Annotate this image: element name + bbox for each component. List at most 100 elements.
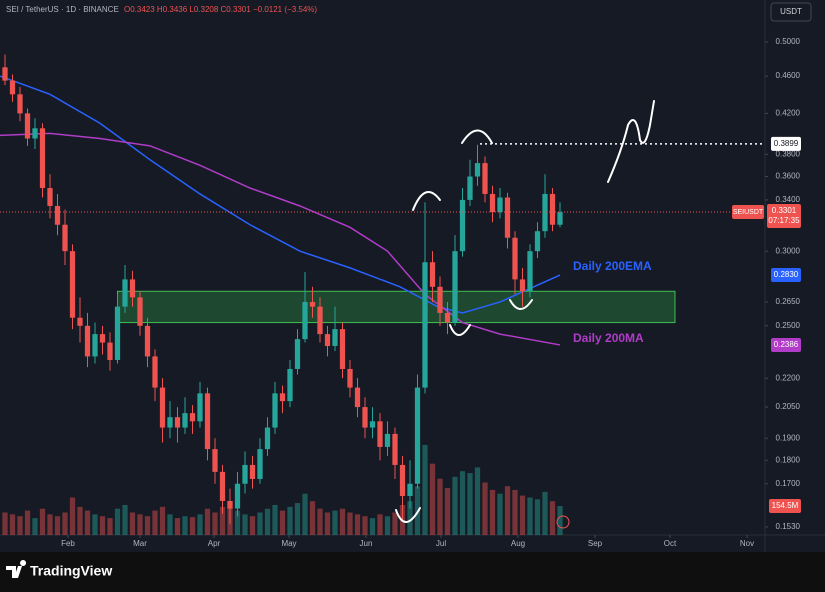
volume-bar bbox=[392, 512, 398, 535]
brand-name: TradingView bbox=[30, 563, 112, 579]
symbol-header: SEI / TetherUS · 1D · BINANCE bbox=[6, 5, 119, 14]
currency-button[interactable] bbox=[770, 2, 812, 22]
x-tick-label: Aug bbox=[511, 539, 525, 548]
candle-body bbox=[302, 301, 308, 340]
hand-projection bbox=[607, 100, 655, 183]
volume-bar bbox=[129, 512, 136, 535]
alert-icon[interactable] bbox=[556, 515, 570, 529]
candle-body bbox=[182, 413, 188, 428]
support-zone bbox=[117, 290, 676, 324]
volume-bar bbox=[219, 506, 226, 535]
candle-body bbox=[437, 286, 443, 313]
x-tick-label: Nov bbox=[740, 539, 754, 548]
volume-bar bbox=[294, 503, 301, 535]
volume-bar bbox=[279, 510, 286, 535]
candle-body bbox=[482, 163, 488, 194]
hand-arc bbox=[412, 191, 441, 211]
volume-bar bbox=[474, 467, 481, 535]
candle-body bbox=[467, 176, 473, 200]
volume-bar bbox=[384, 516, 391, 535]
x-tick-label: Sep bbox=[588, 539, 603, 548]
ohlc-header: O0.3423 H0.3436 L0.3208 C0.3301 −0.0121 … bbox=[124, 5, 317, 14]
volume-bar bbox=[482, 482, 488, 535]
candle-body bbox=[2, 67, 8, 81]
x-tick-label: Feb bbox=[61, 539, 75, 548]
volume-bar bbox=[354, 514, 361, 535]
brand-logo bbox=[6, 560, 27, 578]
candle-body bbox=[159, 387, 166, 428]
y-tick-label: 0.3000 bbox=[776, 246, 801, 255]
volume-bar bbox=[189, 517, 196, 535]
candle-body bbox=[332, 329, 338, 346]
candle-body bbox=[272, 393, 278, 428]
volume-bar bbox=[407, 501, 413, 535]
volume-bar bbox=[452, 476, 458, 535]
volume-bar bbox=[369, 518, 376, 535]
candle-body bbox=[279, 393, 286, 402]
candle-body bbox=[339, 329, 346, 369]
y-tick-label: 0.1530 bbox=[776, 522, 801, 531]
candle-body bbox=[542, 193, 548, 232]
candle-body bbox=[99, 334, 106, 343]
y-tick-label: 0.1800 bbox=[776, 455, 801, 464]
line-value-label: 0.2386 bbox=[774, 340, 799, 349]
volume-bar bbox=[437, 478, 443, 535]
volume-bar bbox=[17, 516, 23, 535]
candle-body bbox=[527, 251, 533, 292]
candle-body bbox=[452, 251, 458, 323]
candle-body bbox=[167, 417, 173, 428]
candle-body bbox=[384, 433, 391, 447]
candle-body bbox=[32, 128, 38, 139]
volume-bar bbox=[317, 508, 323, 535]
x-tick-label: Apr bbox=[208, 539, 221, 548]
volume-bar bbox=[242, 514, 248, 535]
y-tick-label: 0.4200 bbox=[776, 108, 801, 117]
line-value-badge bbox=[771, 268, 801, 283]
countdown-label: 07:17:35 bbox=[768, 216, 800, 225]
volume-bar bbox=[204, 508, 211, 535]
candle-body bbox=[152, 356, 158, 388]
x-tick-label: Mar bbox=[133, 539, 147, 548]
candle-body bbox=[17, 94, 23, 114]
volume-bar bbox=[332, 510, 338, 535]
y-tick-label: 0.2050 bbox=[776, 402, 801, 411]
volume-bar bbox=[459, 471, 466, 535]
price-badge-label: 0.3899 bbox=[774, 139, 799, 148]
volume-bar bbox=[197, 514, 203, 535]
candle-body bbox=[309, 301, 316, 307]
candle-body bbox=[392, 433, 398, 465]
candle-body bbox=[137, 297, 143, 326]
volume-bar bbox=[212, 512, 218, 535]
candle-body bbox=[347, 368, 353, 388]
candle-body bbox=[77, 317, 83, 326]
footer bbox=[0, 552, 825, 592]
candle-body bbox=[377, 421, 383, 447]
candle-body bbox=[114, 306, 121, 360]
candle-body bbox=[534, 231, 541, 252]
currency-button-label[interactable]: USDT bbox=[780, 7, 802, 16]
candle-body bbox=[174, 417, 181, 428]
volume-bar bbox=[512, 489, 518, 535]
candle-body bbox=[227, 500, 233, 509]
candle-body bbox=[9, 80, 16, 95]
volume-bar bbox=[9, 514, 16, 535]
volume-bar bbox=[159, 506, 166, 535]
volume-bar bbox=[122, 504, 128, 535]
volume-bar bbox=[107, 518, 113, 535]
line-value-badge bbox=[771, 337, 801, 352]
y-tick-label: 0.1700 bbox=[776, 479, 801, 488]
candle-body bbox=[407, 483, 413, 496]
candle-body bbox=[84, 325, 91, 357]
last-price-label: 0.3301 bbox=[772, 206, 797, 215]
volume-bar bbox=[504, 486, 511, 535]
y-tick-label: 0.4600 bbox=[776, 71, 801, 80]
candle-body bbox=[249, 464, 256, 479]
candle-body bbox=[557, 212, 563, 225]
candle-body bbox=[62, 224, 68, 252]
volume-bar bbox=[99, 516, 106, 535]
volume-bar bbox=[39, 508, 46, 535]
candle-body bbox=[107, 342, 113, 360]
candle-body bbox=[444, 312, 451, 323]
candle-body bbox=[69, 251, 76, 318]
